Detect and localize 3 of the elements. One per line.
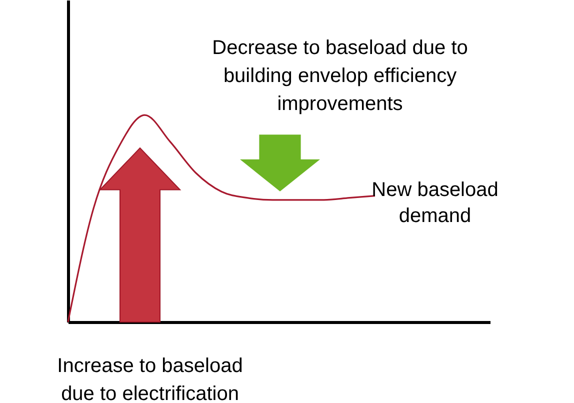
text: Increase to baseload due to electrification — [57, 355, 243, 403]
series-label: New baseload demand — [372, 179, 498, 227]
text: Decrease to baseload due to building envelop efficiency improvements — [212, 37, 468, 115]
